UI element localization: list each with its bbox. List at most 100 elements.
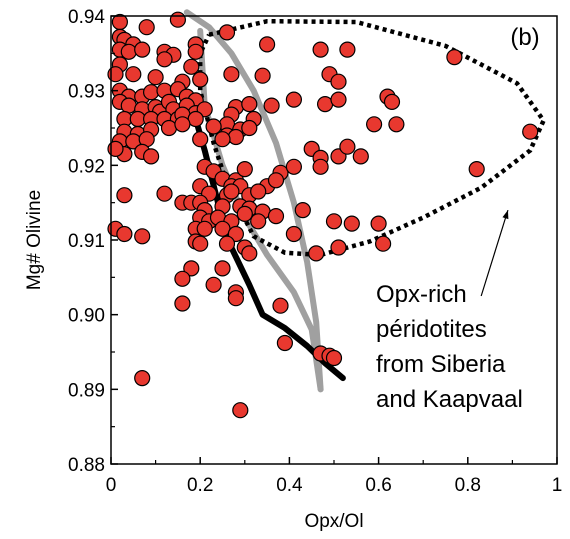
data-point — [160, 119, 178, 137]
data-point — [227, 290, 244, 307]
annotation-line: and Kaapvaal — [376, 386, 523, 413]
data-point — [143, 84, 160, 101]
data-point — [259, 36, 276, 53]
data-point — [272, 297, 289, 314]
annotation-line: from Siberia — [376, 351, 506, 378]
data-point — [156, 185, 173, 202]
y-tick-label: 0.90 — [68, 306, 105, 327]
y-tick-label: 0.93 — [68, 82, 105, 103]
data-point — [370, 215, 387, 232]
data-point — [276, 334, 293, 352]
data-point — [156, 51, 173, 68]
data-point — [294, 202, 311, 219]
data-point — [343, 215, 360, 232]
data-point — [330, 239, 347, 256]
data-point — [134, 370, 151, 387]
data-point — [339, 41, 356, 58]
data-point — [446, 48, 463, 66]
data-point — [468, 161, 485, 178]
data-point — [218, 235, 236, 252]
data-point — [196, 220, 213, 237]
data-point — [330, 73, 347, 90]
data-point — [169, 11, 186, 28]
data-point — [308, 245, 325, 262]
data-point — [120, 97, 137, 114]
data-point — [214, 131, 231, 148]
data-point — [325, 349, 343, 367]
x-tick-label: 0.2 — [187, 475, 213, 496]
y-tick-label: 0.89 — [68, 380, 105, 401]
data-point — [147, 69, 164, 86]
x-axis: 0 0.2 0.4 0.6 0.8 1 — [106, 457, 563, 496]
data-point — [285, 158, 302, 175]
annotation-line: péridotites — [376, 316, 487, 343]
data-point — [250, 213, 267, 230]
data-point — [183, 58, 200, 75]
data-point — [339, 138, 356, 155]
data-point — [192, 131, 209, 148]
data-point — [263, 97, 280, 114]
data-point — [285, 225, 302, 243]
data-point — [267, 172, 285, 189]
y-axis: 0.88 0.89 0.90 0.91 0.92 0.93 0.94 — [68, 7, 118, 476]
data-point — [214, 220, 231, 237]
x-axis-label: Opx/Ol — [304, 511, 363, 532]
x-tick-label: 1 — [552, 475, 563, 496]
data-point — [267, 208, 285, 225]
data-point — [134, 41, 151, 58]
data-point — [187, 43, 204, 60]
data-point — [330, 91, 347, 108]
data-point — [325, 213, 343, 230]
data-point — [138, 19, 155, 36]
data-point — [312, 41, 329, 58]
data-point — [236, 161, 253, 178]
x-tick-label: 0.4 — [276, 475, 303, 496]
y-axis-label: Mg# Olivine — [24, 190, 45, 290]
y-tick-label: 0.91 — [68, 231, 105, 252]
annotation-text: Opx-rich péridotites from Siberia and Kaapv… — [376, 281, 523, 413]
data-point — [223, 183, 240, 200]
data-point — [241, 245, 258, 262]
data-point — [383, 93, 401, 111]
y-tick-label: 0.92 — [68, 156, 105, 177]
data-point — [214, 260, 231, 277]
data-point — [174, 295, 191, 312]
data-point — [143, 148, 160, 165]
data-point — [125, 66, 142, 83]
annotation-line: Opx-rich — [376, 281, 467, 308]
x-tick-label: 0.8 — [455, 475, 481, 496]
data-point — [285, 91, 302, 108]
data-point — [116, 187, 133, 204]
data-point — [227, 128, 244, 146]
data-point — [183, 260, 200, 277]
data-point — [312, 158, 329, 175]
data-point — [232, 402, 249, 419]
data-point — [375, 235, 392, 252]
data-point — [205, 118, 222, 135]
x-tick-label: 0 — [106, 475, 117, 496]
data-point — [174, 116, 191, 133]
annotation-arrow-line — [480, 209, 509, 297]
data-point — [250, 183, 267, 200]
data-point — [223, 66, 240, 83]
data-point — [120, 43, 137, 60]
x-tick-label: 0.6 — [365, 475, 391, 496]
data-point — [218, 24, 236, 41]
data-point — [522, 123, 539, 140]
data-point — [205, 276, 222, 293]
data-point — [241, 119, 258, 137]
data-point — [388, 116, 405, 133]
data-point — [317, 95, 334, 113]
data-point — [174, 270, 191, 287]
data-point — [192, 235, 209, 252]
y-tick-label: 0.88 — [68, 455, 105, 476]
gray-curve-outer — [183, 9, 324, 393]
data-point — [236, 205, 253, 222]
data-point — [192, 71, 209, 88]
y-tick-label: 0.94 — [68, 7, 105, 28]
data-point — [116, 225, 133, 243]
data-point — [134, 228, 151, 245]
data-point — [254, 67, 271, 84]
data-point — [352, 148, 369, 165]
